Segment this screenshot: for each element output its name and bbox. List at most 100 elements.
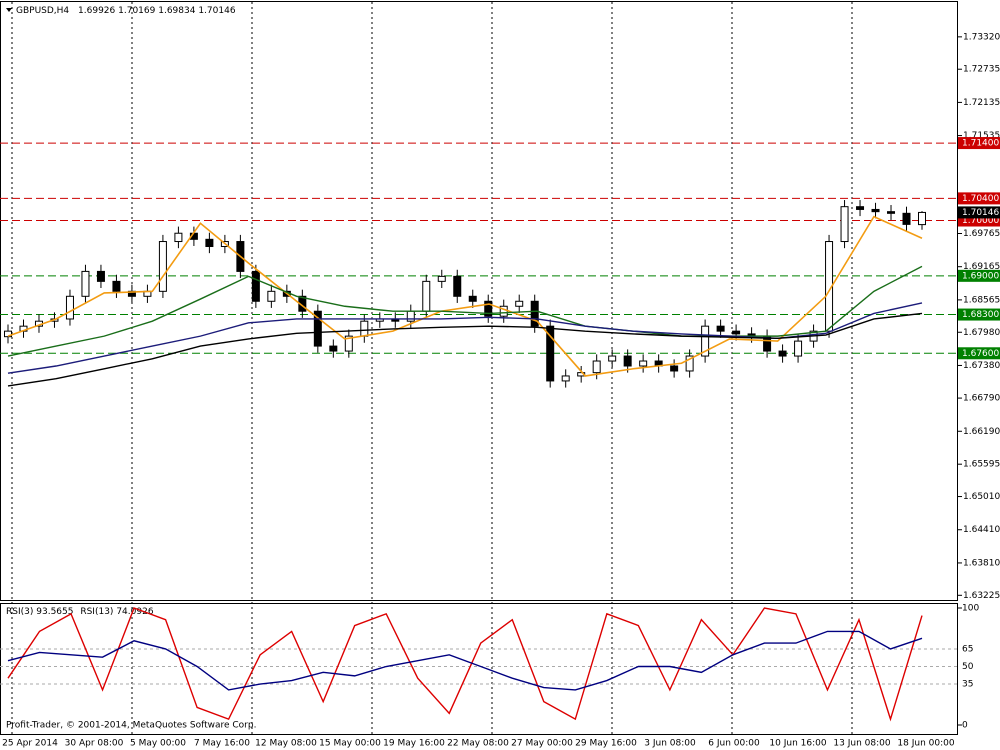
- candle-body: [546, 325, 555, 382]
- candle-body: [329, 345, 338, 352]
- candle-body: [701, 325, 710, 357]
- candle-body: [778, 350, 787, 357]
- candle-body: [437, 275, 446, 282]
- x-tick-label: 3 Jun 08:00: [644, 739, 696, 749]
- candle-body: [4, 330, 12, 338]
- candle-body: [360, 320, 369, 337]
- candle-body: [561, 375, 570, 382]
- price-label: 1.70146: [962, 208, 999, 218]
- candle-body: [468, 295, 477, 302]
- x-tick-label: 13 Jun 08:00: [833, 739, 890, 749]
- candle-body: [639, 360, 648, 367]
- level-label: 1.67600: [962, 349, 999, 359]
- level-box: [958, 137, 1000, 150]
- y-tick-label: 1.64410: [963, 525, 1000, 535]
- rsi-tick-label: 35: [962, 680, 973, 690]
- rsi-header: RSI(3) 93.5655 RSI(13) 74.0926: [6, 607, 154, 617]
- x-tick-label: 29 May 16:00: [575, 739, 637, 749]
- x-tick-label: 6 Jun 00:00: [708, 739, 760, 749]
- candle-body: [81, 270, 90, 297]
- level-label: 1.70400: [962, 194, 999, 204]
- candle-body: [65, 295, 74, 320]
- indicator-line: [7, 312, 923, 387]
- level-label: 1.69000: [962, 271, 999, 281]
- rsi-frame: [0, 603, 958, 735]
- x-tick-label: 5 May 00:00: [130, 739, 186, 749]
- candle-body: [623, 355, 632, 367]
- candle-body: [205, 238, 214, 248]
- indicator-line: [7, 265, 923, 357]
- symbol: GBPUSD,H4: [16, 6, 69, 16]
- candle-body: [840, 206, 849, 243]
- x-tick-label: 19 May 16:00: [383, 739, 445, 749]
- x-tick-label: 22 May 08:00: [447, 739, 509, 749]
- y-tick-label: 1.63225: [963, 591, 1000, 601]
- x-tick-label: 30 Apr 08:00: [65, 739, 124, 749]
- y-tick-label: 1.72735: [963, 65, 1000, 75]
- y-tick-label: 1.69765: [963, 229, 1000, 239]
- level-label: 1.68300: [962, 310, 999, 320]
- y-tick-label: 1.67380: [963, 361, 1000, 371]
- x-tick-label: 18 Jun 00:00: [897, 739, 954, 749]
- candle-body: [856, 206, 865, 210]
- candle-body: [406, 310, 415, 322]
- y-tick-label: 1.69165: [963, 262, 1000, 272]
- chart-header: GBPUSD,H4 1.69926 1.70169 1.69834 1.7014…: [16, 6, 236, 16]
- candle-body: [685, 355, 694, 372]
- level-label: 1.70000: [962, 216, 999, 226]
- candle-body: [670, 365, 679, 372]
- x-tick-label: 15 May 00:00: [319, 739, 381, 749]
- level-box: [958, 308, 1000, 321]
- level-box: [958, 192, 1000, 205]
- candle-body: [794, 340, 803, 357]
- candle-body: [267, 290, 276, 302]
- x-tick-label: 7 May 16:00: [194, 739, 250, 749]
- rsi-name: RSI(3): [6, 607, 33, 617]
- indicator-line: [7, 607, 923, 722]
- y-tick-label: 1.67980: [963, 328, 1000, 338]
- last-open: 1.69926: [78, 6, 115, 16]
- candle-body: [174, 232, 183, 243]
- menu-arrow: [6, 8, 12, 12]
- rsi-value: 93.5655: [36, 607, 73, 617]
- candle-body: [422, 280, 431, 312]
- y-tick-label: 1.72135: [963, 98, 1000, 108]
- candle-body: [453, 275, 462, 297]
- last-close: 1.70146: [198, 6, 235, 16]
- y-tick-label: 1.68565: [963, 295, 1000, 305]
- rsi-tick-label: 50: [962, 662, 974, 672]
- x-tick-label: 10 Jun 16:00: [769, 739, 826, 749]
- y-tick-label: 1.66790: [963, 394, 1000, 404]
- indicator-line: [7, 630, 923, 691]
- footer: Profit-Trader, © 2001-2014, MetaQuotes S…: [6, 721, 256, 731]
- level-box: [958, 347, 1000, 360]
- y-tick-label: 1.65010: [963, 492, 1000, 502]
- level-box: [958, 269, 1000, 282]
- y-tick-label: 1.63810: [963, 558, 1000, 568]
- last-high: 1.70169: [118, 6, 155, 16]
- candle-body: [918, 211, 926, 226]
- level-label: 1.71400: [962, 139, 999, 149]
- rsi-name: RSI(13): [80, 607, 113, 617]
- candle-body: [871, 208, 880, 213]
- rsi-tick-label: 100: [962, 604, 979, 614]
- y-tick-label: 1.66190: [963, 427, 1000, 437]
- y-tick-label: 1.73320: [963, 32, 1000, 42]
- candle-body: [902, 212, 911, 225]
- indicator-line: [7, 215, 923, 377]
- candle-body: [96, 270, 105, 282]
- y-tick-label: 1.65595: [963, 460, 1000, 470]
- rsi-tick-label: 0: [962, 721, 968, 731]
- candle-body: [112, 280, 121, 292]
- x-tick-label: 25 Apr 2014: [2, 739, 58, 749]
- last-low: 1.69834: [158, 6, 195, 16]
- price-box: [958, 206, 1000, 219]
- candle-body: [608, 355, 617, 362]
- candle-body: [251, 270, 260, 302]
- candle-body: [313, 310, 322, 347]
- y-tick-label: 1.71535: [963, 131, 1000, 141]
- main-frame: [0, 1, 958, 601]
- candle-body: [732, 330, 741, 335]
- x-tick-label: 12 May 08:00: [255, 739, 317, 749]
